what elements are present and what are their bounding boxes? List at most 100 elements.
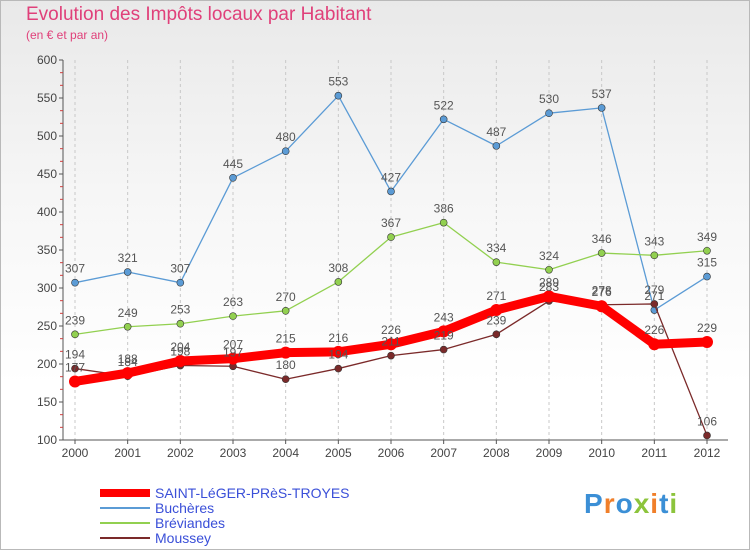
x-tick-label: 2009	[536, 446, 563, 460]
data-label: 343	[644, 234, 664, 248]
data-label: 553	[328, 75, 348, 89]
data-label: 263	[223, 295, 243, 309]
logo-letter: o	[615, 488, 634, 519]
logo-letter: x	[633, 488, 651, 519]
data-label: 204	[170, 340, 190, 354]
data-point	[701, 335, 713, 348]
data-label: 197	[223, 345, 243, 359]
data-point	[543, 290, 555, 303]
data-label: 229	[697, 321, 717, 335]
data-label: 188	[118, 352, 138, 366]
data-label: 522	[434, 98, 454, 112]
data-label: 537	[592, 87, 612, 101]
data-point	[439, 345, 448, 354]
data-label: 249	[118, 306, 138, 320]
y-tick-label: 600	[37, 53, 57, 67]
data-label: 198	[170, 345, 190, 359]
y-tick-label: 550	[37, 91, 57, 105]
legend-swatch	[100, 537, 150, 539]
data-point	[174, 354, 187, 367]
data-label: 279	[644, 283, 664, 297]
data-label: 211	[381, 335, 400, 349]
data-label: 321	[118, 251, 138, 265]
data-point	[69, 375, 81, 388]
logo-letter: i	[650, 488, 660, 519]
data-label: 427	[381, 170, 401, 184]
y-tick-label: 400	[37, 205, 57, 219]
data-point	[227, 352, 239, 365]
legend-label: Moussey	[155, 530, 212, 546]
logo-letter: P	[584, 488, 604, 519]
data-point	[281, 375, 290, 384]
x-tick-label: 2010	[588, 446, 615, 460]
data-point	[334, 91, 343, 100]
x-tick-label: 2004	[272, 446, 299, 460]
y-tick-label: 450	[37, 167, 57, 181]
data-point	[490, 304, 503, 317]
data-label: 215	[276, 332, 296, 346]
x-tick-label: 2006	[378, 446, 405, 460]
data-label: 184	[118, 355, 138, 369]
data-point	[385, 338, 397, 351]
data-point	[703, 246, 711, 255]
data-point	[71, 330, 79, 339]
x-tick-label: 2012	[694, 446, 721, 460]
data-point	[545, 265, 553, 274]
data-point	[492, 142, 501, 150]
data-point	[229, 312, 237, 320]
data-point	[597, 104, 606, 112]
data-label: 271	[644, 289, 664, 303]
data-point	[332, 345, 345, 358]
x-tick-label: 2002	[167, 446, 194, 460]
proxiti-logo: Proxiti	[584, 488, 678, 520]
data-label: 480	[276, 130, 296, 144]
data-label: 307	[170, 262, 190, 276]
data-point	[176, 278, 185, 287]
y-tick-label: 150	[37, 395, 57, 409]
data-point	[387, 351, 395, 360]
chart-subtitle: (en € et par an)	[26, 28, 109, 42]
data-label: 445	[223, 157, 243, 171]
data-point	[387, 233, 395, 241]
y-tick-label: 350	[37, 243, 57, 257]
data-label: 194	[328, 348, 348, 362]
data-point	[334, 364, 343, 373]
data-label: 270	[276, 290, 296, 304]
data-point	[71, 278, 79, 287]
data-label: 216	[328, 331, 348, 345]
data-label: 530	[539, 92, 559, 106]
data-label: 487	[486, 125, 506, 139]
data-label: 276	[592, 285, 612, 299]
data-point	[595, 300, 608, 313]
data-label: 271	[486, 289, 506, 303]
data-point	[545, 109, 553, 117]
data-point	[597, 249, 606, 257]
data-point	[279, 346, 292, 359]
data-label: 283	[539, 280, 559, 294]
data-label: 243	[434, 310, 454, 324]
logo-letter: t	[659, 488, 670, 519]
y-tick-label: 250	[37, 319, 57, 333]
data-point	[71, 364, 79, 373]
data-point	[648, 338, 661, 351]
data-label: 207	[223, 338, 243, 352]
data-point	[703, 272, 711, 281]
data-point	[703, 431, 711, 440]
logo-letter: i	[669, 488, 679, 519]
y-tick-label: 300	[37, 281, 57, 295]
data-point	[123, 268, 132, 276]
x-tick-label: 2003	[220, 446, 247, 460]
data-point	[439, 218, 448, 227]
data-label: 308	[328, 261, 348, 275]
data-point	[437, 325, 450, 338]
data-label: 253	[170, 303, 190, 317]
y-tick-label: 100	[37, 433, 57, 447]
x-tick-label: 2000	[62, 446, 89, 460]
chart-title: Evolution des Impôts locaux par Habitant	[26, 4, 372, 25]
legend-swatch	[100, 489, 150, 497]
data-label: 278	[592, 284, 612, 298]
x-tick-label: 2007	[430, 446, 457, 460]
x-tick-label: 2008	[483, 446, 510, 460]
data-label: 334	[486, 241, 506, 255]
